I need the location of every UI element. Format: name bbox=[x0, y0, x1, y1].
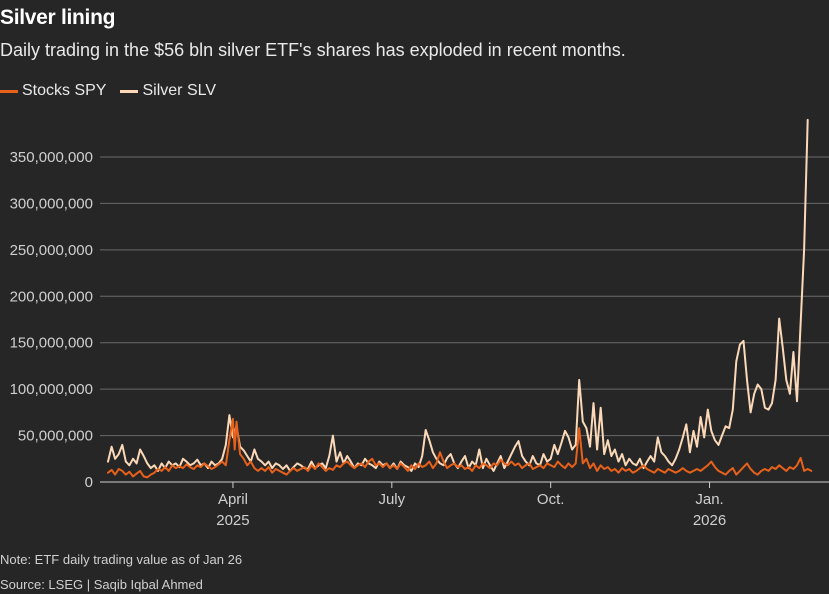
legend-label-slv: Silver SLV bbox=[142, 82, 216, 99]
x-tick-label: Oct. bbox=[537, 491, 565, 508]
legend-swatch-slv bbox=[120, 89, 139, 93]
x-tick-sublabel: 2025 bbox=[216, 512, 249, 529]
legend-item-spy: Stocks SPY bbox=[0, 82, 106, 100]
y-tick-label: 150,000,000 bbox=[10, 335, 93, 352]
chart-subtitle: Daily trading in the $56 bln silver ETF'… bbox=[0, 40, 626, 60]
y-tick-label: 50,000,000 bbox=[18, 428, 93, 445]
y-tick-label: 0 bbox=[85, 474, 93, 491]
series-line-slv bbox=[107, 118, 809, 472]
source-credit: Source: LSEG | Saqib Iqbal Ahmed bbox=[0, 577, 203, 592]
x-tick-label: Jan. bbox=[695, 491, 723, 508]
x-tick-label: April bbox=[218, 491, 248, 508]
y-tick-label: 350,000,000 bbox=[10, 149, 93, 166]
legend-swatch-spy bbox=[0, 89, 18, 93]
series-line-spy bbox=[107, 417, 813, 479]
chart-title: Silver lining bbox=[0, 6, 116, 29]
x-tick-sublabel: 2026 bbox=[693, 512, 726, 529]
y-tick-label: 300,000,000 bbox=[10, 195, 93, 212]
legend-label-spy: Stocks SPY bbox=[22, 82, 107, 99]
y-tick-label: 100,000,000 bbox=[10, 381, 93, 398]
y-tick-label: 250,000,000 bbox=[10, 242, 93, 259]
footnote: Note: ETF daily trading value as of Jan … bbox=[0, 552, 243, 567]
y-tick-label: 200,000,000 bbox=[10, 288, 93, 305]
legend: Stocks SPY Silver SLV bbox=[0, 82, 230, 100]
x-tick-label: July bbox=[378, 491, 405, 508]
legend-item-slv: Silver SLV bbox=[120, 82, 216, 100]
